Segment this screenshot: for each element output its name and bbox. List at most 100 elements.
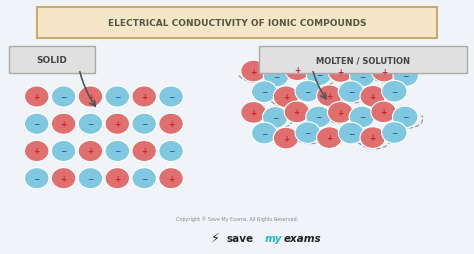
Text: ELECTRICAL CONDUCTIVITY OF IONIC COMPOUNDS: ELECTRICAL CONDUCTIVITY OF IONIC COMPOUN… — [108, 19, 366, 28]
Text: −: − — [114, 147, 120, 156]
Ellipse shape — [132, 87, 156, 108]
Ellipse shape — [105, 168, 129, 189]
Text: −: − — [391, 129, 398, 137]
Text: +: + — [34, 93, 40, 102]
Ellipse shape — [51, 114, 76, 135]
Ellipse shape — [51, 168, 76, 189]
Ellipse shape — [132, 141, 156, 162]
Text: +: + — [34, 147, 40, 156]
Text: +: + — [294, 108, 300, 117]
Ellipse shape — [273, 87, 299, 108]
Text: MOLTEN / SOLUTION: MOLTEN / SOLUTION — [316, 56, 410, 65]
Ellipse shape — [252, 82, 277, 103]
Text: −: − — [168, 147, 174, 156]
Text: +: + — [87, 147, 93, 156]
Text: +: + — [326, 134, 332, 142]
Ellipse shape — [295, 81, 320, 103]
Ellipse shape — [338, 123, 364, 144]
Ellipse shape — [241, 102, 266, 124]
Text: −: − — [315, 113, 322, 122]
Text: −: − — [272, 114, 278, 122]
Ellipse shape — [78, 168, 103, 189]
Text: +: + — [381, 108, 387, 117]
Ellipse shape — [349, 107, 374, 128]
Text: +: + — [326, 92, 332, 101]
Text: +: + — [370, 134, 376, 142]
Text: ⚡: ⚡ — [211, 231, 220, 244]
Text: +: + — [370, 92, 376, 101]
Ellipse shape — [25, 168, 49, 189]
FancyBboxPatch shape — [36, 8, 438, 39]
Text: +: + — [61, 174, 67, 183]
Ellipse shape — [159, 114, 183, 135]
Ellipse shape — [51, 87, 76, 108]
Ellipse shape — [159, 141, 183, 162]
Text: +: + — [61, 120, 67, 129]
Text: −: − — [359, 113, 365, 122]
Text: exams: exams — [283, 233, 321, 243]
Ellipse shape — [371, 102, 396, 123]
Text: +: + — [337, 108, 343, 117]
Text: Copyright © Save My Exams. All Rights Reserved.: Copyright © Save My Exams. All Rights Re… — [176, 216, 298, 221]
Ellipse shape — [263, 107, 288, 129]
Text: +: + — [250, 108, 256, 117]
Text: −: − — [273, 72, 279, 81]
FancyBboxPatch shape — [259, 47, 467, 74]
Ellipse shape — [382, 81, 407, 103]
Text: −: − — [348, 88, 354, 97]
Text: +: + — [141, 93, 147, 102]
Ellipse shape — [273, 128, 299, 149]
Ellipse shape — [306, 107, 331, 128]
Ellipse shape — [360, 86, 385, 108]
Ellipse shape — [328, 61, 354, 83]
Text: −: − — [168, 93, 174, 102]
Text: −: − — [141, 120, 147, 129]
Text: +: + — [337, 68, 344, 77]
Text: +: + — [141, 147, 147, 156]
Text: +: + — [283, 93, 289, 102]
Ellipse shape — [159, 87, 183, 108]
Ellipse shape — [241, 61, 266, 83]
Ellipse shape — [392, 107, 418, 128]
Text: save: save — [227, 233, 254, 243]
Ellipse shape — [78, 87, 103, 108]
Ellipse shape — [317, 86, 342, 107]
Text: −: − — [261, 88, 267, 97]
Ellipse shape — [105, 87, 129, 108]
Ellipse shape — [317, 127, 342, 149]
FancyBboxPatch shape — [9, 47, 95, 74]
Text: +: + — [283, 134, 289, 143]
Text: −: − — [402, 113, 409, 122]
Text: −: − — [34, 174, 40, 183]
Ellipse shape — [252, 123, 277, 144]
Ellipse shape — [105, 141, 129, 162]
Text: −: − — [87, 120, 94, 129]
Text: −: − — [359, 72, 365, 81]
Text: +: + — [250, 67, 256, 76]
Ellipse shape — [78, 141, 103, 162]
Text: −: − — [87, 174, 94, 183]
Ellipse shape — [371, 61, 397, 83]
Ellipse shape — [264, 66, 289, 88]
Text: +: + — [168, 174, 174, 183]
Text: −: − — [402, 72, 409, 81]
Ellipse shape — [78, 114, 103, 135]
Ellipse shape — [306, 65, 332, 86]
Text: −: − — [348, 129, 354, 138]
Ellipse shape — [25, 114, 49, 135]
Text: −: − — [114, 93, 120, 102]
Ellipse shape — [328, 102, 353, 124]
Text: +: + — [168, 120, 174, 129]
Ellipse shape — [338, 82, 364, 103]
Text: −: − — [261, 129, 267, 138]
Text: −: − — [391, 87, 398, 96]
Text: −: − — [141, 174, 147, 183]
Ellipse shape — [25, 141, 49, 162]
Text: +: + — [87, 93, 93, 102]
Text: −: − — [316, 71, 322, 80]
Text: +: + — [114, 120, 120, 129]
Ellipse shape — [393, 66, 419, 87]
Text: −: − — [304, 129, 311, 137]
Ellipse shape — [295, 122, 320, 144]
Text: +: + — [381, 67, 387, 76]
